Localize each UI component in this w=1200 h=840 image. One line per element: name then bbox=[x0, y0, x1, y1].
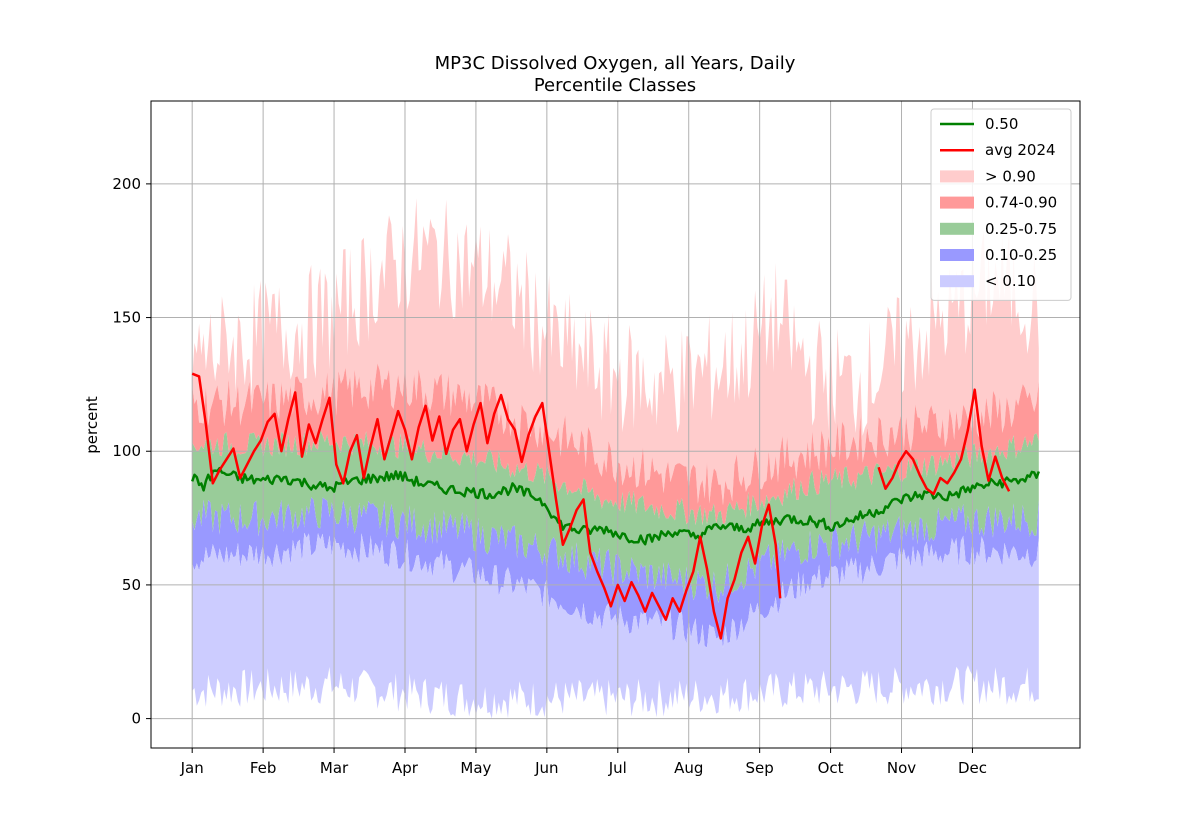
plot-area: Jan Feb Mar Apr May Jun Jul Aug Sep Oct Nov Dec 0 50 1… bbox=[112, 100, 1081, 777]
y-axis-label: percent bbox=[83, 396, 101, 454]
legend-entry-label: > 0.90 bbox=[985, 167, 1036, 185]
legend: 0.50 avg 2024 > 0.90 0.74-0.90 0.25-0.75 0.10… bbox=[930, 108, 1072, 301]
x-tick-label: Jul bbox=[608, 759, 627, 777]
x-tick-label: Mar bbox=[320, 759, 349, 777]
y-tick-label: 0 bbox=[131, 710, 141, 728]
legend-swatch-patch bbox=[940, 170, 974, 183]
y-tick-label: 100 bbox=[112, 442, 141, 460]
x-tick-label: Aug bbox=[674, 759, 703, 777]
series-line-avg-2024 bbox=[877, 388, 1011, 496]
chart-title: MP3C Dissolved Oxygen, all Years, Daily bbox=[435, 53, 796, 74]
y-tick-label: 50 bbox=[122, 576, 141, 594]
x-tick-label: Jan bbox=[180, 759, 204, 777]
x-tick-label: Sep bbox=[746, 759, 774, 777]
legend-swatch-patch bbox=[940, 249, 974, 261]
x-tick-label: Feb bbox=[250, 759, 277, 777]
legend-swatch-patch bbox=[940, 275, 974, 288]
legend-swatch-patch bbox=[940, 196, 974, 209]
band-0-10-0-25 bbox=[192, 497, 1039, 649]
x-tick-label: Dec bbox=[958, 759, 987, 777]
x-tick-label: Apr bbox=[392, 759, 419, 777]
series-line-0-50 bbox=[191, 466, 1040, 546]
x-tick-label: May bbox=[460, 759, 491, 777]
plot-frame bbox=[150, 100, 1081, 749]
band-0-10 bbox=[192, 532, 1039, 719]
band-0-90 bbox=[192, 198, 1039, 506]
x-tick-label: Nov bbox=[887, 759, 916, 777]
legend-entry-label: < 0.10 bbox=[985, 272, 1036, 290]
legend-entry-label: 0.74-0.90 bbox=[985, 194, 1057, 212]
legend-entry-label: avg 2024 bbox=[985, 141, 1056, 159]
chart-subtitle: Percentile Classes bbox=[534, 75, 696, 96]
legend-swatch-patch bbox=[940, 222, 974, 235]
legend-entry-label: 0.10-0.25 bbox=[985, 246, 1057, 264]
y-tick-label: 200 bbox=[112, 175, 141, 193]
x-tick-label: Oct bbox=[818, 759, 844, 777]
y-tick-label: 150 bbox=[112, 309, 141, 327]
band-0-74-0-90 bbox=[192, 363, 1039, 526]
series-line-avg-2024 bbox=[191, 372, 782, 640]
legend-entry-label: 0.50 bbox=[985, 115, 1018, 133]
legend-entry-label: 0.25-0.75 bbox=[985, 220, 1057, 238]
x-tick-label: Jun bbox=[534, 759, 558, 777]
